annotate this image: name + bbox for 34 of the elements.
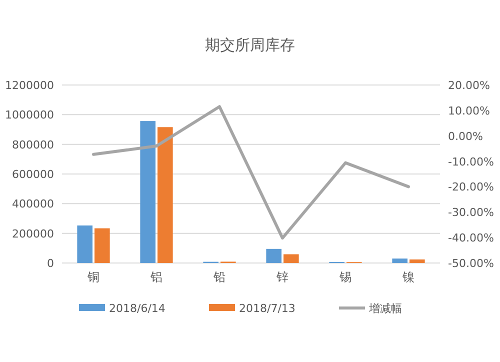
y2-tick-label: 10.00% <box>448 104 490 118</box>
x-tick-label: 铅 <box>212 270 226 284</box>
bar <box>392 258 408 263</box>
bar <box>94 228 110 263</box>
y-tick-label: 0 <box>47 257 54 270</box>
bar <box>77 225 92 263</box>
chart-title: 期交所周库存 <box>205 36 295 54</box>
bar <box>266 248 282 263</box>
y2-tick-label: -30.00% <box>448 206 494 220</box>
bar <box>140 121 156 263</box>
legend-label: 增减幅 <box>368 302 402 315</box>
y-tick-label: 400000 <box>12 198 54 211</box>
x-tick-label: 镍 <box>402 270 414 284</box>
y2-tick-label: -40.00% <box>448 232 494 245</box>
x-tick-label: 锡 <box>338 270 352 284</box>
y2-tick-label: -50.00% <box>448 257 494 270</box>
x-tick-label: 铜 <box>86 270 100 284</box>
y-tick-label: 1000000 <box>5 108 54 122</box>
x-tick-label: 锌 <box>276 270 288 284</box>
bar <box>284 254 299 263</box>
bar <box>410 259 425 263</box>
legend-label: 2018/6/14 <box>109 302 166 315</box>
y2-tick-label: -10.00% <box>448 155 494 168</box>
y-tick-label: 200000 <box>12 227 54 240</box>
x-tick-label: 铝 <box>150 270 162 284</box>
line-series <box>92 105 410 240</box>
y2-tick-label: -20.00% <box>448 180 494 194</box>
y-tick-label: 600000 <box>12 168 54 181</box>
y2-tick-label: 0.00% <box>448 130 483 143</box>
bar <box>158 127 173 263</box>
y-tick-label: 800000 <box>12 138 54 152</box>
y2-tick-label: 20.00% <box>448 79 490 92</box>
legend-label: 2018/7/13 <box>239 302 296 315</box>
y-tick-label: 1200000 <box>5 79 54 92</box>
